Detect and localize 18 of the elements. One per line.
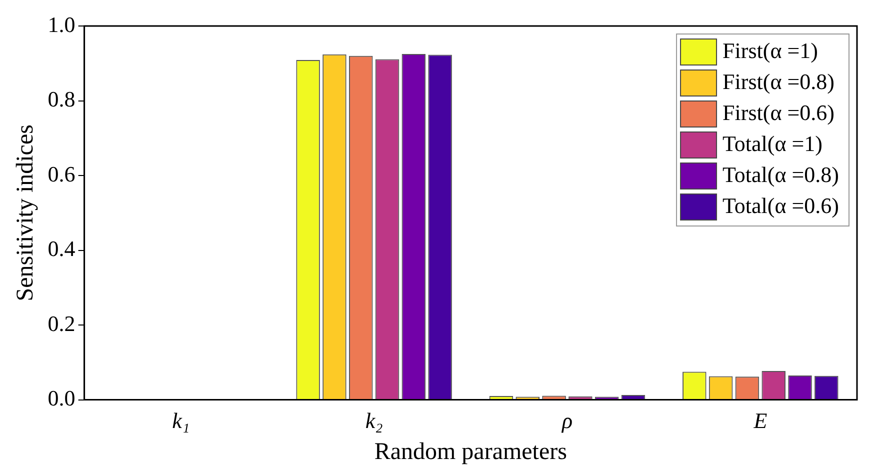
y-axis-title: Sensitivity indices bbox=[12, 124, 39, 302]
legend-label: First(α =0.8) bbox=[722, 68, 834, 94]
y-tick-label: 1.0 bbox=[48, 12, 76, 37]
y-tick-label: 0.6 bbox=[48, 161, 76, 186]
legend-label: First(α =1) bbox=[722, 38, 818, 63]
x-tick-label: k₁ bbox=[172, 408, 190, 433]
legend-label: First(α =0.6) bbox=[722, 100, 834, 125]
y-tick-label: 0.2 bbox=[48, 310, 76, 336]
x-axis-title: Random parameters bbox=[374, 438, 567, 465]
legend-label: Total(α =0.6) bbox=[722, 192, 840, 218]
legend-label: Total(α =1) bbox=[722, 130, 823, 156]
y-tick-label: 0.8 bbox=[48, 86, 76, 112]
y-tick-label: 0.4 bbox=[48, 236, 76, 262]
x-tick-label: k₂ bbox=[365, 408, 384, 433]
x-tick-label: ρ bbox=[560, 408, 573, 433]
legend-label: Total(α =0.8) bbox=[722, 162, 840, 187]
y-tick-label: 0.0 bbox=[48, 386, 76, 411]
x-tick-label: E bbox=[752, 408, 768, 433]
